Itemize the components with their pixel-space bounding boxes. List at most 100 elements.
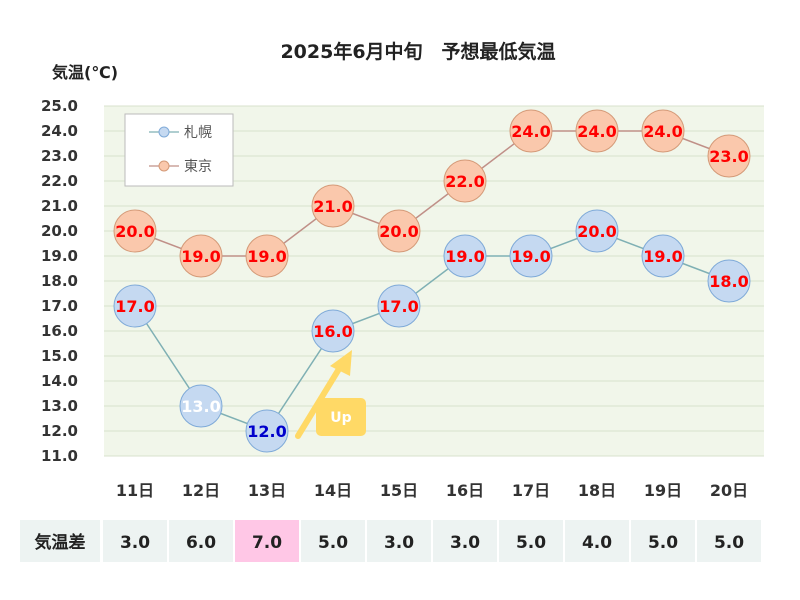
data-label: 17.0 — [379, 297, 418, 316]
data-point — [443, 159, 487, 203]
legend-box — [124, 113, 234, 187]
data-label: 24.0 — [643, 122, 682, 141]
data-label: 19.0 — [445, 247, 484, 266]
y-tick-label: 22.0 — [41, 172, 78, 190]
up-badge — [316, 398, 366, 436]
data-point — [245, 409, 289, 453]
data-point — [245, 234, 289, 278]
x-tick-label: 20日 — [710, 481, 748, 500]
x-tick-label: 17日 — [512, 481, 550, 500]
x-tick-label: 16日 — [446, 481, 484, 500]
series-line-東京 — [134, 130, 730, 257]
data-label: 19.0 — [511, 247, 550, 266]
difference-cell — [301, 520, 365, 562]
y-tick-label: 12.0 — [41, 422, 78, 440]
data-point — [575, 209, 619, 253]
y-tick-label: 18.0 — [41, 272, 78, 290]
x-tick-label: 18日 — [578, 481, 616, 500]
data-point — [707, 134, 751, 178]
y-tick-label: 21.0 — [41, 197, 78, 215]
data-label: 13.0 — [181, 397, 220, 416]
difference-cell — [103, 520, 167, 562]
difference-value: 6.0 — [186, 533, 216, 553]
y-tick-label: 24.0 — [41, 122, 78, 140]
legend-label: 札幌 — [184, 125, 212, 141]
difference-value: 5.0 — [516, 533, 546, 553]
difference-cell — [565, 520, 629, 562]
series-line-札幌 — [134, 230, 730, 432]
data-point — [377, 209, 421, 253]
difference-cell — [433, 520, 497, 562]
y-tick-label: 19.0 — [41, 247, 78, 265]
data-label: 20.0 — [577, 222, 616, 241]
y-axis-label: 気温(℃) — [52, 63, 118, 82]
difference-label: 気温差 — [34, 532, 86, 553]
difference-value: 4.0 — [582, 533, 612, 553]
legend-marker — [158, 160, 170, 172]
difference-cell — [631, 520, 695, 562]
difference-cell — [169, 520, 233, 562]
up-annotation: Up — [295, 350, 366, 439]
data-point — [509, 109, 553, 153]
legend-label: 東京 — [184, 159, 212, 175]
x-tick-label: 19日 — [644, 481, 682, 500]
data-label: 20.0 — [379, 222, 418, 241]
difference-value: 5.0 — [648, 533, 678, 553]
difference-row: 気温差 3.0 6.0 7.0 5.0 3.0 3.0 5.0 4.0 5.0 5.0 — [20, 520, 761, 562]
data-point — [377, 284, 421, 328]
data-label: 18.0 — [709, 272, 748, 291]
up-arrow-head — [330, 350, 352, 376]
difference-cell — [499, 520, 563, 562]
data-label: 17.0 — [115, 297, 154, 316]
x-tick-label: 12日 — [182, 481, 220, 500]
x-tick-label: 14日 — [314, 481, 352, 500]
y-tick-label: 25.0 — [41, 97, 78, 115]
up-badge-text: Up — [330, 410, 351, 426]
data-point — [179, 234, 223, 278]
x-tick-label: 11日 — [116, 481, 154, 500]
data-label: 12.0 — [247, 422, 286, 441]
difference-value: 3.0 — [120, 533, 150, 553]
y-tick-label: 17.0 — [41, 297, 78, 315]
data-point — [707, 259, 751, 303]
y-tick-label: 20.0 — [41, 222, 78, 240]
y-tick-label: 11.0 — [41, 447, 78, 465]
difference-value: 3.0 — [450, 533, 480, 553]
data-point — [179, 384, 223, 428]
difference-label-cell — [20, 520, 100, 562]
data-label: 19.0 — [247, 247, 286, 266]
data-point — [641, 234, 685, 278]
difference-value: 3.0 — [384, 533, 414, 553]
data-label: 24.0 — [577, 122, 616, 141]
x-tick-label: 15日 — [380, 481, 418, 500]
data-label: 19.0 — [181, 247, 220, 266]
difference-value: 7.0 — [252, 533, 282, 553]
data-point — [113, 284, 157, 328]
y-tick-label: 15.0 — [41, 347, 78, 365]
data-point — [509, 234, 553, 278]
difference-cell — [235, 520, 299, 562]
y-tick-label: 13.0 — [41, 397, 78, 415]
data-label: 22.0 — [445, 172, 484, 191]
difference-cell — [367, 520, 431, 562]
data-label: 20.0 — [115, 222, 154, 241]
legend-marker — [158, 126, 170, 138]
y-tick-label: 16.0 — [41, 322, 78, 340]
data-point — [311, 184, 355, 228]
data-label: 19.0 — [643, 247, 682, 266]
difference-value: 5.0 — [714, 533, 744, 553]
difference-cell — [697, 520, 761, 562]
difference-value: 5.0 — [318, 533, 348, 553]
data-label: 23.0 — [709, 147, 748, 166]
data-point — [443, 234, 487, 278]
y-tick-label: 23.0 — [41, 147, 78, 165]
y-tick-label: 14.0 — [41, 372, 78, 390]
x-tick-label: 13日 — [248, 481, 286, 500]
data-point — [113, 209, 157, 253]
data-point — [641, 109, 685, 153]
data-label: 21.0 — [313, 197, 352, 216]
data-point — [575, 109, 619, 153]
data-point — [311, 309, 355, 353]
